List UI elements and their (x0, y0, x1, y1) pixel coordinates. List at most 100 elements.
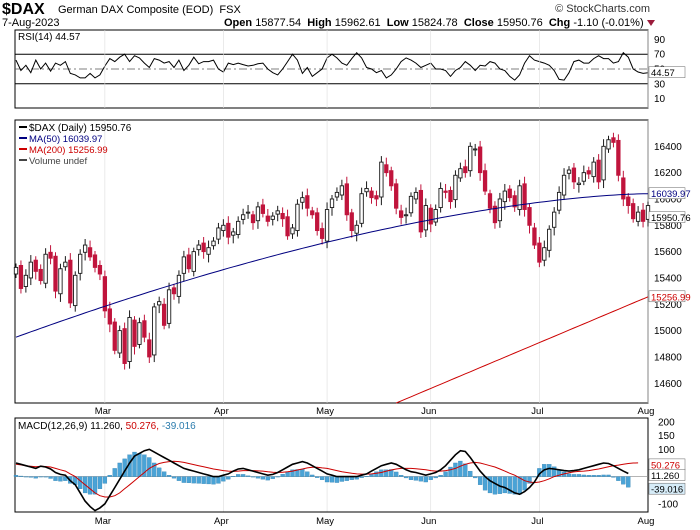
macd-histogram-bar (398, 475, 404, 477)
candle-body (255, 206, 261, 222)
candle-body (596, 159, 601, 183)
macd-signal-last-value: 50.276 (651, 460, 680, 471)
macd-tick-label: 100 (658, 445, 675, 456)
candle-body (433, 209, 438, 223)
macd-histogram-bar (423, 476, 428, 483)
candle-body (428, 207, 433, 225)
candle-body (601, 145, 606, 181)
macd-histogram-bar (433, 476, 438, 479)
macd-histogram-bar (547, 464, 552, 477)
candle-body (423, 205, 428, 231)
candle-body (453, 174, 458, 201)
macd-histogram-bar (48, 476, 53, 479)
rsi-tick-label: 10 (654, 94, 666, 105)
rsi-tick-label: 70 (654, 50, 666, 61)
legend-entry: $DAX (Daily) 15950.76 (29, 123, 132, 134)
candle-body (507, 188, 512, 199)
candle-body (319, 228, 325, 239)
candle-body (260, 204, 266, 214)
candle-body (142, 320, 147, 338)
candle-body (290, 227, 295, 235)
change-value: -1.10 (-0.01%) (573, 17, 644, 29)
candle-body (438, 187, 443, 208)
candle-body (250, 214, 256, 224)
quote-date: 7-Aug-2023 (2, 17, 60, 29)
candle-body (221, 224, 226, 232)
candle-body (482, 170, 488, 192)
macd-histogram-bar (601, 474, 606, 477)
candle-body (552, 211, 557, 228)
macd-histogram-bar (458, 460, 463, 477)
macd-histogram-bar (403, 476, 409, 479)
macd-histogram-bar (571, 474, 577, 477)
macd-histogram-bar (117, 462, 122, 477)
candle-body (176, 274, 182, 297)
candle-body (73, 274, 78, 307)
chart-header: $DAX German DAX Composite (EOD) FSX 7-Au… (0, 0, 700, 30)
candle-body (245, 211, 251, 214)
macd-histogram-bar (43, 476, 48, 478)
macd-histogram-bar (38, 476, 43, 478)
high-value: 15962.61 (334, 17, 381, 29)
candle-body (369, 190, 374, 199)
candle-body (112, 321, 117, 351)
candle-body (458, 168, 463, 179)
ticker-symbol: $DAX (2, 1, 45, 18)
x-axis-month-label: Apr (214, 516, 229, 527)
x-axis-month-label: Apr (214, 406, 229, 417)
macd-histogram-bar (492, 476, 498, 495)
candle-body (448, 189, 453, 203)
x-axis-month-label: Jun (421, 516, 436, 527)
candle-body (315, 212, 320, 232)
candle-body (38, 268, 43, 282)
rsi-last-value: 44.57 (651, 68, 675, 79)
candle-body (640, 209, 646, 222)
ma200-line (396, 296, 649, 404)
candle-body (161, 303, 167, 326)
candle-body (408, 195, 414, 214)
candle-body (542, 247, 547, 261)
x-axis-month-label: Jul (531, 406, 543, 417)
candle-body (374, 195, 379, 200)
macd-histogram-bar (176, 476, 182, 481)
candle-body (576, 182, 582, 185)
macd-histogram-bar (384, 469, 389, 477)
macd-title: MACD(12,26,9) 11.260, 50.276, -39.016 (18, 421, 196, 432)
candle-body (117, 330, 122, 354)
candle-body (295, 203, 300, 232)
candle-body (97, 264, 103, 275)
macd-histogram-bar (389, 469, 394, 477)
candle-body (517, 185, 522, 210)
price-tick-label: 14800 (654, 352, 682, 363)
ma50-line (15, 193, 649, 338)
candle-body (196, 244, 201, 251)
macd-histogram-bar (260, 476, 266, 480)
macd-histogram-bar (28, 476, 33, 478)
candle-body (566, 169, 572, 174)
macd-histogram-bar (418, 476, 424, 482)
price-tick-label: 16000 (654, 194, 682, 205)
candle-body (265, 215, 270, 222)
macd-histogram-bar (196, 476, 201, 484)
open-label: Open (224, 17, 253, 29)
rsi-line (15, 51, 649, 81)
macd-histogram-bar (250, 476, 256, 478)
macd-histogram-bar (334, 476, 340, 483)
price-tick-label: 15200 (654, 300, 682, 311)
x-axis-month-label: Jun (421, 406, 436, 417)
candle-body (92, 254, 98, 268)
macd-histogram-bar (448, 466, 453, 477)
macd-histogram-bar (463, 463, 468, 477)
macd-histogram-bar (285, 471, 290, 477)
security-full-name: German DAX Composite (EOD) (58, 4, 214, 16)
macd-histogram-bar (438, 475, 443, 477)
candle-body (468, 145, 473, 172)
ma50-last-value-box (648, 187, 686, 199)
down-triangle-icon (646, 20, 655, 27)
macd-histogram-bar (428, 476, 433, 480)
candle-body (201, 242, 206, 253)
candle-body (398, 210, 404, 218)
price-tick-label: 15000 (654, 326, 682, 337)
macd-histogram-bar (596, 475, 601, 477)
ma50-last-value: 16039.97 (651, 189, 691, 200)
